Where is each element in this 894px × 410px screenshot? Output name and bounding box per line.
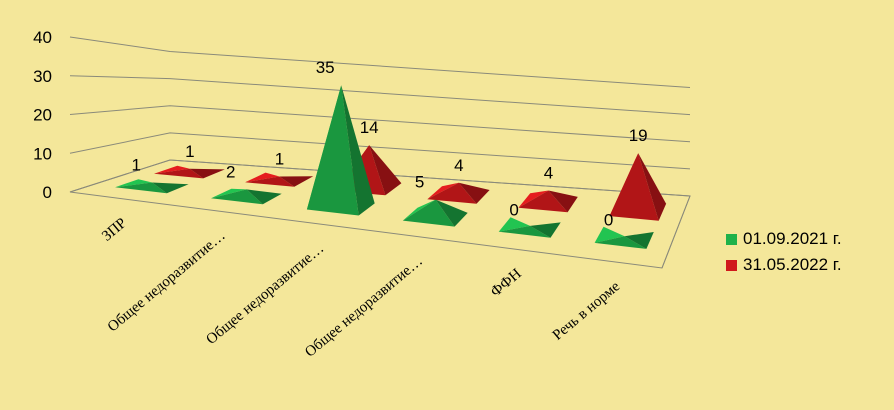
pyramid-face [245, 176, 295, 187]
pyramid-face [530, 222, 561, 238]
data-label: 1 [131, 155, 140, 174]
pyramid-face [518, 190, 568, 213]
pyramid-face [211, 189, 263, 205]
pyramid-face [548, 190, 578, 213]
legend-swatch-series-1 [726, 233, 737, 245]
y-tick-label: 40 [33, 28, 52, 47]
pyramid-face [279, 176, 314, 187]
pyramid-face [115, 179, 153, 188]
data-label: 2 [226, 162, 235, 181]
gridline [69, 132, 691, 170]
pyramid-face [245, 172, 280, 183]
data-label: 35 [316, 58, 335, 77]
data-label: 1 [275, 149, 284, 168]
pyramid-face [458, 182, 490, 204]
x-tick-label: Общее недоразвитие… [302, 253, 426, 360]
data-label: 14 [360, 118, 379, 137]
pyramid-face [152, 182, 189, 194]
pyramid-face [211, 188, 247, 199]
pyramid-face [594, 226, 625, 243]
data-label: 0 [604, 211, 613, 230]
data-label: 19 [629, 126, 648, 145]
pyramid-face [638, 153, 667, 221]
gridline [69, 75, 691, 116]
pyramid-face [609, 153, 659, 221]
legend-label-series-1: 01.09.2021 г. [743, 229, 842, 248]
x-tick-label: ФФН [488, 266, 525, 301]
x-tick-label: Общее недоразвитие… [203, 240, 327, 347]
pyramid-face [402, 199, 436, 221]
data-label: 4 [454, 156, 463, 175]
y-tick-label: 10 [33, 144, 52, 163]
pyramid-face [154, 168, 204, 179]
data-label: 5 [415, 173, 424, 192]
pyramid-face [594, 236, 647, 249]
chart-legend: 01.09.2021 г. 31.05.2022 г. [726, 226, 842, 278]
data-label: 4 [544, 163, 553, 182]
pyramid-face [435, 199, 468, 227]
legend-item-series-1: 01.09.2021 г. [726, 226, 842, 252]
pyramid-face [189, 168, 225, 179]
data-label: 0 [509, 200, 518, 219]
pyramid-face [306, 85, 359, 216]
pyramid-face [498, 225, 551, 238]
pyramid-face [518, 190, 549, 208]
y-tick-label: 30 [33, 67, 52, 86]
gridline [69, 105, 691, 143]
legend-item-series-2: 31.05.2022 г. [726, 252, 842, 278]
legend-label-series-2: 31.05.2022 г. [743, 255, 842, 274]
gridline [69, 36, 691, 88]
x-tick-label: Общее недоразвитие… [105, 228, 229, 335]
floor-right-edge [661, 195, 691, 269]
x-tick-label: Речь в норме [550, 278, 624, 343]
y-tick-label: 0 [43, 183, 52, 202]
pyramid-face [369, 145, 402, 196]
x-tick-label: ЗПР [99, 215, 130, 244]
pyramid-face [427, 182, 477, 204]
pyramid-face [246, 189, 282, 205]
pyramid-face [115, 182, 167, 194]
data-label: 1 [185, 142, 194, 161]
y-tick-label: 20 [33, 106, 52, 125]
pyramid-face [341, 85, 375, 216]
pyramid-face [154, 165, 190, 174]
legend-swatch-series-2 [726, 259, 737, 271]
pyramid-face [402, 199, 455, 227]
pyramid-face [624, 232, 654, 249]
pyramid-face [498, 217, 531, 232]
